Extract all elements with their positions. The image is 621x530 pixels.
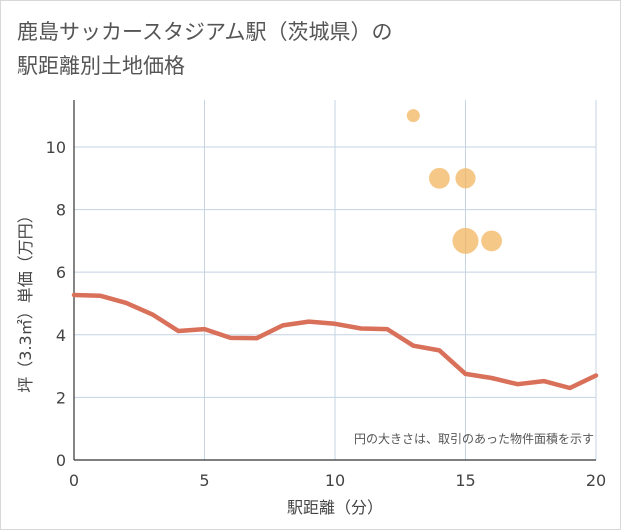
transaction-bubble [481, 230, 502, 252]
price-trend-line [71, 292, 599, 391]
x-tick-label: 5 [199, 471, 209, 490]
y-tick-label: 6 [56, 263, 66, 282]
y-tick-label: 10 [46, 138, 66, 157]
bubble-size-note: 円の大きさは、取引のあった物件面積を示す [354, 431, 594, 446]
transaction-bubble [429, 167, 450, 189]
x-tick-label: 15 [455, 471, 475, 490]
y-tick-label: 4 [56, 326, 66, 345]
y-axis-title: 坪（3.3㎡）単価（万円） [16, 207, 35, 392]
x-axis-title: 駅距離（分） [287, 498, 383, 517]
y-tick-label: 8 [56, 201, 66, 220]
transaction-bubble [452, 227, 479, 254]
chart-title: 鹿島サッカースタジアム駅（茨城県）の 駅距離別土地価格 [17, 20, 393, 78]
y-tick-label: 2 [56, 388, 66, 407]
transaction-bubble [455, 168, 476, 189]
x-tick-label: 10 [325, 471, 345, 490]
x-tick-label: 0 [69, 471, 79, 490]
x-tick-label: 20 [586, 471, 606, 490]
transaction-bubble [406, 109, 420, 123]
y-tick-label: 0 [56, 451, 66, 470]
